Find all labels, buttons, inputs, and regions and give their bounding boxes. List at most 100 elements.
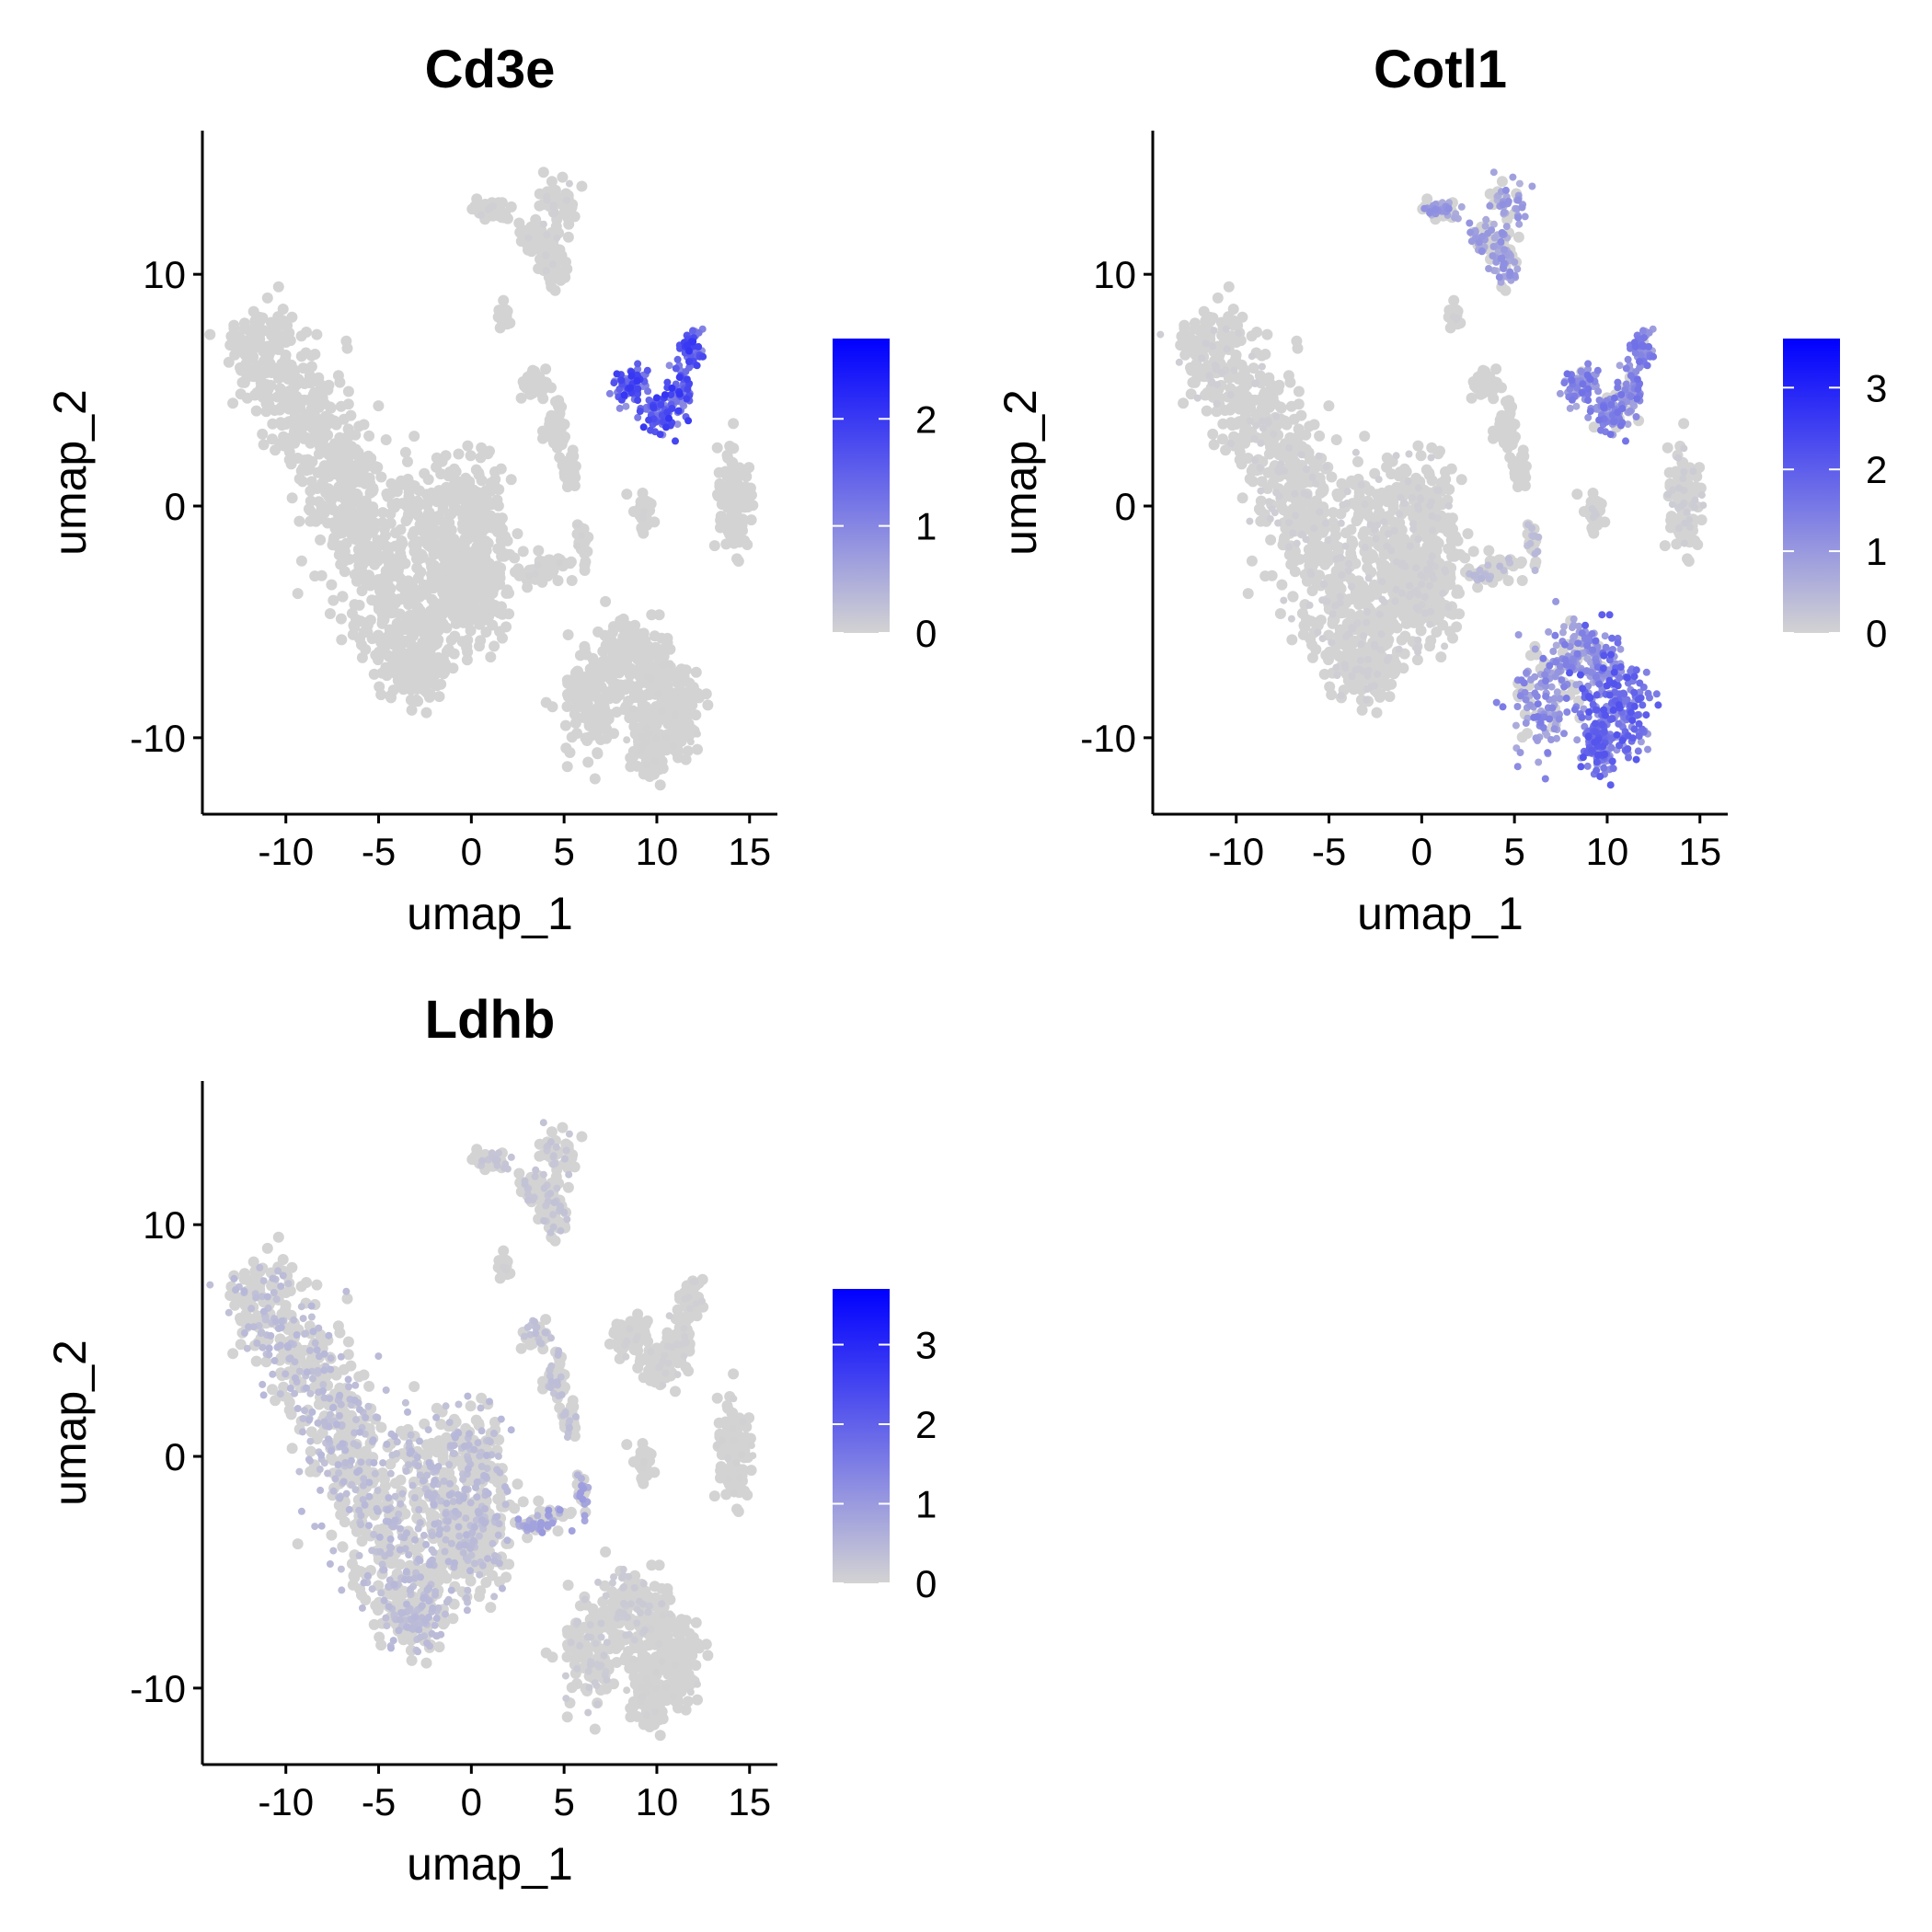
data-point <box>1359 431 1371 443</box>
data-point <box>364 477 376 489</box>
data-point <box>582 756 594 768</box>
data-point <box>288 363 300 375</box>
data-point <box>517 546 529 558</box>
data-point <box>1239 406 1251 418</box>
data-point <box>1246 330 1258 342</box>
data-point <box>1348 673 1356 680</box>
data-point <box>559 719 571 731</box>
x-tick-label: 5 <box>553 830 574 873</box>
data-point <box>277 393 289 405</box>
data-point <box>274 404 286 416</box>
data-point <box>293 515 305 527</box>
data-point <box>381 488 393 500</box>
data-point <box>494 516 506 528</box>
data-point <box>1256 464 1264 472</box>
data-point <box>385 607 397 619</box>
data-point <box>685 358 693 365</box>
data-point <box>1243 394 1255 406</box>
data-point <box>627 384 635 392</box>
data-point <box>354 615 366 627</box>
data-point <box>374 535 386 547</box>
y-tick-label: 10 <box>143 253 186 296</box>
panel-title: Cotl1 <box>1374 40 1507 99</box>
x-tick-label: -5 <box>362 830 396 873</box>
data-point <box>689 338 697 346</box>
data-point <box>1504 555 1512 563</box>
data-point <box>1454 608 1466 620</box>
data-point <box>255 339 267 351</box>
data-point <box>553 395 565 407</box>
data-point <box>345 409 357 421</box>
data-point <box>600 707 612 719</box>
data-point <box>683 375 691 384</box>
data-point <box>1318 596 1327 604</box>
data-point <box>461 654 473 666</box>
data-point <box>651 757 660 765</box>
data-point <box>383 566 395 578</box>
data-point <box>1518 467 1530 479</box>
data-point <box>1378 578 1386 586</box>
data-point <box>564 558 576 569</box>
data-point <box>1691 503 1699 512</box>
data-point <box>1483 545 1495 557</box>
data-point <box>1586 522 1598 534</box>
data-point <box>408 431 420 443</box>
data-point <box>673 355 682 363</box>
data-point <box>634 385 642 393</box>
scatter-points <box>1156 168 1708 789</box>
data-point <box>497 632 508 644</box>
data-point <box>1404 477 1412 486</box>
data-point <box>1444 516 1456 528</box>
data-point <box>1363 608 1372 615</box>
data-point <box>724 441 736 452</box>
data-point <box>368 668 380 680</box>
data-point <box>1462 528 1474 540</box>
data-point <box>316 569 328 581</box>
data-point <box>1212 362 1220 370</box>
data-point <box>379 667 391 679</box>
data-point <box>669 742 677 750</box>
data-point <box>351 575 362 587</box>
data-point <box>601 732 612 744</box>
data-point <box>509 552 521 564</box>
data-point <box>693 362 701 370</box>
data-point <box>482 498 494 510</box>
data-point <box>1588 504 1596 512</box>
data-point <box>431 514 443 525</box>
data-point <box>295 555 307 567</box>
data-point <box>600 595 612 607</box>
data-point <box>469 201 481 213</box>
data-point <box>1426 620 1434 628</box>
data-point <box>566 575 578 586</box>
data-point <box>274 438 286 450</box>
data-point <box>1444 603 1453 611</box>
data-point <box>627 372 636 380</box>
data-point <box>1589 513 1597 522</box>
data-point <box>1469 571 1478 580</box>
data-point <box>1421 592 1429 601</box>
data-point <box>1514 558 1526 569</box>
data-point <box>360 510 372 522</box>
data-point <box>1528 524 1535 533</box>
data-point <box>639 423 648 431</box>
data-point <box>662 423 670 431</box>
data-point <box>252 360 264 372</box>
data-point <box>1430 574 1438 582</box>
data-point <box>364 487 376 499</box>
data-point <box>1340 527 1351 539</box>
data-point <box>1519 480 1531 491</box>
data-point <box>1297 628 1309 640</box>
data-point <box>1213 399 1221 408</box>
data-point <box>1512 231 1524 243</box>
data-point <box>1205 372 1213 379</box>
data-point <box>478 552 490 564</box>
data-point <box>549 260 558 269</box>
data-point <box>1208 439 1220 451</box>
data-point <box>1210 327 1218 335</box>
data-point <box>1422 566 1431 574</box>
data-point <box>413 535 424 547</box>
data-point <box>1348 582 1355 591</box>
data-point <box>1675 524 1683 533</box>
data-point <box>1429 526 1437 535</box>
data-point <box>356 525 368 537</box>
